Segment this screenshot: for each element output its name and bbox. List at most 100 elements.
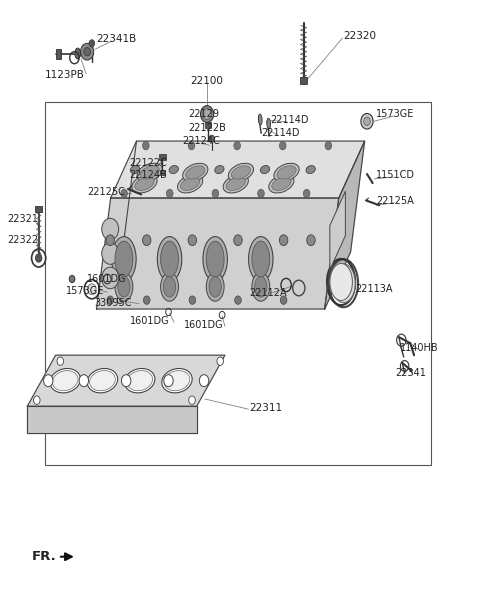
Circle shape bbox=[235, 296, 241, 304]
Ellipse shape bbox=[178, 174, 203, 193]
Polygon shape bbox=[330, 192, 346, 270]
Ellipse shape bbox=[231, 166, 251, 179]
Circle shape bbox=[280, 296, 287, 304]
Bar bbox=[300, 77, 307, 84]
Ellipse shape bbox=[209, 277, 221, 297]
Ellipse shape bbox=[87, 368, 118, 393]
Circle shape bbox=[234, 141, 240, 150]
Ellipse shape bbox=[118, 277, 130, 297]
Ellipse shape bbox=[90, 371, 115, 390]
Ellipse shape bbox=[137, 163, 162, 182]
Ellipse shape bbox=[203, 237, 228, 282]
Text: 22122C: 22122C bbox=[130, 159, 168, 168]
Polygon shape bbox=[324, 141, 365, 309]
Text: 22100: 22100 bbox=[191, 76, 224, 86]
Ellipse shape bbox=[206, 272, 224, 301]
Ellipse shape bbox=[260, 165, 270, 174]
Ellipse shape bbox=[140, 166, 159, 179]
Text: 1123PB: 1123PB bbox=[45, 70, 84, 80]
Circle shape bbox=[234, 235, 242, 245]
Ellipse shape bbox=[277, 166, 296, 179]
Text: 1573GE: 1573GE bbox=[376, 109, 415, 119]
Circle shape bbox=[188, 235, 197, 245]
Circle shape bbox=[121, 375, 131, 387]
Ellipse shape bbox=[127, 371, 153, 390]
Ellipse shape bbox=[249, 237, 273, 282]
Text: 22322: 22322 bbox=[7, 235, 38, 245]
Text: 1601DG: 1601DG bbox=[130, 316, 169, 326]
Circle shape bbox=[199, 375, 209, 387]
Circle shape bbox=[102, 267, 119, 289]
Text: FR.: FR. bbox=[32, 550, 57, 563]
Text: 1601DG: 1601DG bbox=[87, 274, 127, 284]
Circle shape bbox=[258, 189, 264, 198]
Polygon shape bbox=[96, 198, 339, 309]
Text: 22321: 22321 bbox=[7, 214, 38, 224]
Circle shape bbox=[279, 235, 288, 245]
Bar bbox=[159, 171, 165, 175]
Text: 22311: 22311 bbox=[250, 403, 283, 413]
Ellipse shape bbox=[330, 263, 352, 300]
Ellipse shape bbox=[164, 371, 190, 390]
Circle shape bbox=[189, 396, 195, 405]
Text: 1573GE: 1573GE bbox=[66, 286, 104, 296]
Ellipse shape bbox=[112, 237, 136, 282]
Circle shape bbox=[107, 296, 113, 304]
Circle shape bbox=[106, 235, 114, 245]
Circle shape bbox=[89, 40, 95, 47]
Circle shape bbox=[307, 235, 315, 245]
Circle shape bbox=[121, 189, 127, 198]
Circle shape bbox=[87, 284, 96, 294]
Circle shape bbox=[361, 113, 373, 129]
Circle shape bbox=[212, 189, 219, 198]
Circle shape bbox=[201, 106, 214, 122]
Text: 22114D: 22114D bbox=[271, 115, 309, 125]
Ellipse shape bbox=[131, 165, 140, 174]
Ellipse shape bbox=[206, 241, 224, 277]
Text: 1601DG: 1601DG bbox=[183, 320, 223, 330]
Circle shape bbox=[217, 357, 224, 365]
Text: 22113A: 22113A bbox=[355, 284, 393, 294]
Circle shape bbox=[203, 109, 211, 119]
Circle shape bbox=[81, 43, 94, 60]
Text: 22320: 22320 bbox=[344, 31, 376, 41]
Ellipse shape bbox=[269, 174, 294, 193]
Ellipse shape bbox=[255, 277, 267, 297]
Ellipse shape bbox=[252, 272, 270, 301]
Circle shape bbox=[36, 254, 42, 262]
Ellipse shape bbox=[163, 277, 176, 297]
Ellipse shape bbox=[50, 368, 80, 393]
Circle shape bbox=[69, 275, 75, 283]
Bar bbox=[45, 102, 431, 465]
Ellipse shape bbox=[226, 177, 245, 190]
Ellipse shape bbox=[306, 165, 315, 174]
Circle shape bbox=[325, 141, 332, 150]
Ellipse shape bbox=[135, 177, 154, 190]
Circle shape bbox=[209, 135, 215, 142]
Text: 1140HB: 1140HB bbox=[400, 343, 439, 353]
Circle shape bbox=[189, 296, 196, 304]
Circle shape bbox=[303, 189, 310, 198]
Circle shape bbox=[34, 396, 40, 405]
Ellipse shape bbox=[215, 165, 224, 174]
Ellipse shape bbox=[186, 166, 205, 179]
Circle shape bbox=[143, 235, 151, 245]
Text: 22125C: 22125C bbox=[87, 187, 125, 197]
Ellipse shape bbox=[115, 272, 133, 301]
Circle shape bbox=[102, 218, 119, 240]
Ellipse shape bbox=[228, 163, 253, 182]
Ellipse shape bbox=[332, 264, 355, 303]
Bar bbox=[35, 206, 42, 212]
Ellipse shape bbox=[157, 237, 182, 282]
Text: 22112A: 22112A bbox=[250, 288, 287, 298]
Text: 22125A: 22125A bbox=[376, 196, 414, 206]
Circle shape bbox=[144, 296, 150, 304]
Text: 22122B: 22122B bbox=[188, 123, 226, 133]
Ellipse shape bbox=[183, 163, 208, 182]
Text: 22124B: 22124B bbox=[130, 170, 167, 181]
Circle shape bbox=[167, 189, 173, 198]
Text: 1151CD: 1151CD bbox=[376, 170, 415, 181]
Circle shape bbox=[79, 375, 88, 387]
Ellipse shape bbox=[252, 241, 270, 277]
Ellipse shape bbox=[124, 368, 155, 393]
